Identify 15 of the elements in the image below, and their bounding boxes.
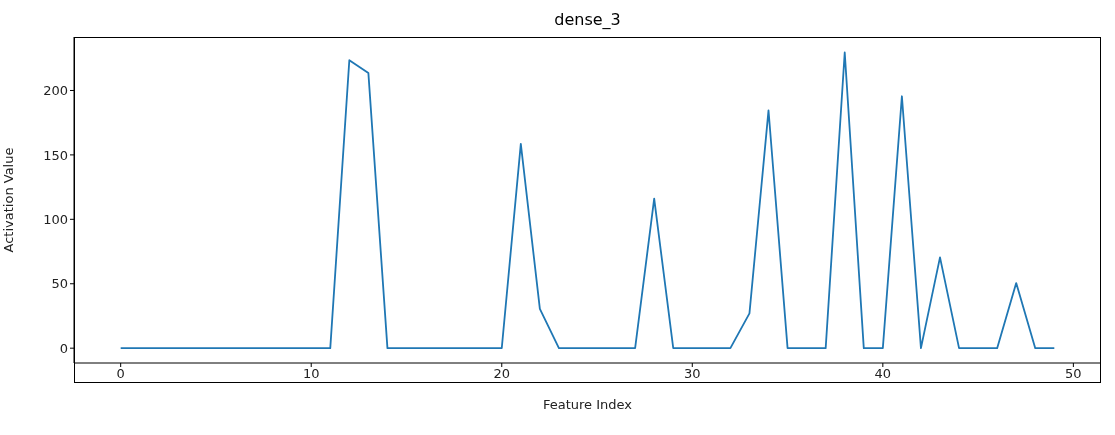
y-tick-label: 50 — [51, 276, 68, 292]
x-tick-label: 20 — [493, 366, 511, 382]
x-tick-label: 30 — [684, 366, 701, 382]
y-tick-label: 200 — [43, 83, 68, 99]
x-axis-title: Feature Index — [542, 397, 633, 412]
x-tick-label: 40 — [874, 366, 892, 382]
y-tick-label: 0 — [59, 340, 68, 356]
y-tick-label: 150 — [43, 147, 68, 163]
y-tick-label: 100 — [43, 211, 68, 227]
x-tick-label: 0 — [116, 366, 125, 382]
x-tick-label: 50 — [1065, 366, 1082, 382]
line-series — [119, 51, 1056, 350]
chart-title: dense_3 — [554, 10, 621, 30]
y-axis-title: Activation Value — [0, 147, 16, 253]
x-tick-label: 10 — [302, 366, 320, 382]
